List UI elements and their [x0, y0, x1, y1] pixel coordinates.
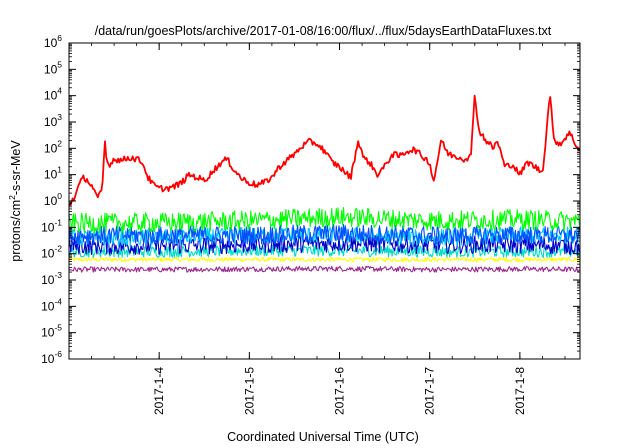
series-line [68, 256, 580, 263]
x-tick-label: 2017-1-8 [513, 367, 527, 415]
y-tick-label: 10-5 [41, 323, 62, 340]
y-tick-label: 105 [44, 59, 62, 76]
plot-frame [68, 42, 581, 360]
x-tick-label: 2017-1-6 [333, 367, 347, 415]
y-tick-label: 100 [44, 191, 62, 208]
axes-layer: 10-6 10-5 10-4 10-3 10-2 10-1 100 101 102 103 104 1… [41, 33, 580, 415]
y-tick-label: 102 [44, 138, 62, 155]
y-tick-label: 104 [44, 86, 62, 103]
y-tick-label: 103 [44, 112, 62, 129]
series-line [68, 207, 580, 234]
y-tick-label: 106 [44, 33, 62, 50]
series-line [68, 94, 580, 206]
y-axis-label: protons/cm2-s-sr-MeV [7, 140, 23, 262]
chart-title: /data/run/goesPlots/archive/2017-01-08/1… [95, 24, 552, 38]
y-tick-label: 10-4 [41, 296, 62, 313]
y-tick-label: 101 [44, 165, 62, 182]
y-tick-label: 10-6 [41, 349, 62, 366]
y-tick-label: 10-2 [41, 244, 62, 261]
x-tick-label: 2017-1-5 [242, 367, 256, 415]
x-axis-label: Coordinated Universal Time (UTC) [227, 430, 419, 444]
x-tick-label: 2017-1-7 [423, 367, 437, 415]
series-line [68, 265, 580, 273]
series-layer [68, 94, 580, 273]
y-tick-label: 10-3 [41, 270, 62, 287]
series-line [68, 223, 580, 246]
x-tick-label: 2017-1-4 [152, 367, 166, 415]
y-tick-label: 10-1 [41, 217, 62, 234]
